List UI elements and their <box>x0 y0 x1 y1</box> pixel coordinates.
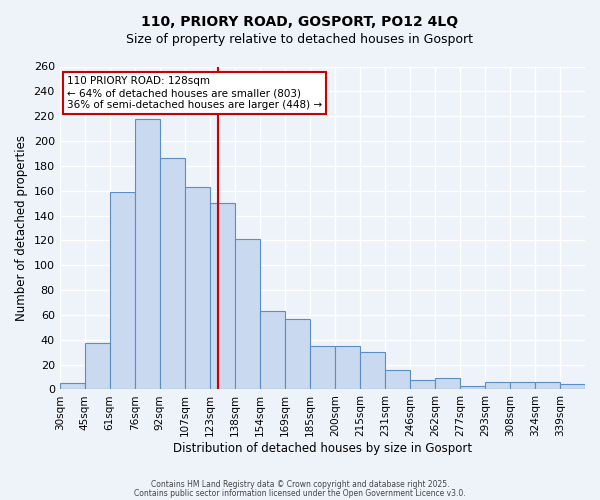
Bar <box>285 318 310 390</box>
Text: Size of property relative to detached houses in Gosport: Size of property relative to detached ho… <box>127 32 473 46</box>
Text: Contains public sector information licensed under the Open Government Licence v3: Contains public sector information licen… <box>134 488 466 498</box>
Text: Contains HM Land Registry data © Crown copyright and database right 2025.: Contains HM Land Registry data © Crown c… <box>151 480 449 489</box>
Text: 110, PRIORY ROAD, GOSPORT, PO12 4LQ: 110, PRIORY ROAD, GOSPORT, PO12 4LQ <box>142 15 458 29</box>
Bar <box>435 378 460 390</box>
Bar <box>360 352 385 390</box>
X-axis label: Distribution of detached houses by size in Gosport: Distribution of detached houses by size … <box>173 442 472 455</box>
Bar <box>185 187 210 390</box>
Bar <box>460 386 485 390</box>
Bar <box>410 380 435 390</box>
Y-axis label: Number of detached properties: Number of detached properties <box>15 135 28 321</box>
Bar <box>59 383 85 390</box>
Bar <box>510 382 535 390</box>
Bar <box>160 158 185 390</box>
Bar <box>335 346 360 390</box>
Bar <box>385 370 410 390</box>
Bar <box>535 382 560 390</box>
Text: 110 PRIORY ROAD: 128sqm
← 64% of detached houses are smaller (803)
36% of semi-d: 110 PRIORY ROAD: 128sqm ← 64% of detache… <box>67 76 322 110</box>
Bar <box>310 346 335 390</box>
Bar <box>260 311 285 390</box>
Bar <box>85 344 110 390</box>
Bar <box>235 239 260 390</box>
Bar <box>560 384 585 390</box>
Bar <box>210 203 235 390</box>
Bar <box>135 118 160 390</box>
Bar <box>110 192 135 390</box>
Bar <box>485 382 510 390</box>
